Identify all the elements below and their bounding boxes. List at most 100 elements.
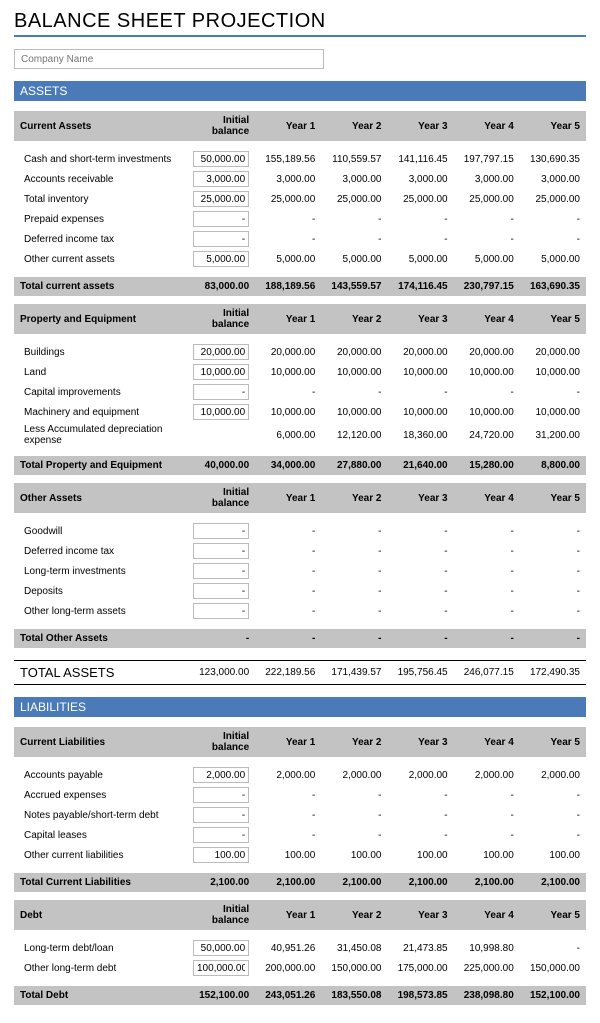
cell-value: - [454,805,520,825]
value-input[interactable] [193,767,249,783]
table-row: Prepaid expenses----- [14,209,586,229]
value-input[interactable] [193,960,249,976]
total-value: 174,116.45 [387,277,453,296]
row-label: Land [14,362,189,382]
value-input[interactable] [193,787,249,803]
cell-value: 25,000.00 [255,189,321,209]
value-input[interactable] [193,583,249,599]
total-value: 2,100.00 [321,873,387,892]
total-assets-val: 246,077.15 [454,661,520,684]
cell-value: - [454,209,520,229]
column-header: Year 5 [520,304,586,334]
value-input[interactable] [193,523,249,539]
group-total: Total Current Liabilities2,100.002,100.0… [14,873,586,892]
column-header: Year 2 [321,111,387,141]
group-header: Current AssetsInitial balanceYear 1Year … [14,111,586,141]
cell-value: 3,000.00 [387,169,453,189]
value-input[interactable] [193,603,249,619]
cell-value: 25,000.00 [520,189,586,209]
company-name-input[interactable] [14,49,324,69]
value-input[interactable] [193,251,249,267]
cell-value: - [520,561,586,581]
value-input[interactable] [193,191,249,207]
value-input[interactable] [193,404,249,420]
cell-value: 100.00 [255,845,321,865]
total-value: 183,550.08 [321,986,387,1005]
value-input[interactable] [193,211,249,227]
total-value: - [454,629,520,648]
table-row: Total inventory25,000.0025,000.0025,000.… [14,189,586,209]
cell-value: 10,998.80 [454,938,520,958]
column-header: Year 1 [255,727,321,757]
table-row: Land10,000.0010,000.0010,000.0010,000.00… [14,362,586,382]
value-input[interactable] [193,231,249,247]
value-input[interactable] [193,364,249,380]
cell-value: - [255,521,321,541]
cell-value: - [387,561,453,581]
column-header: Year 4 [454,727,520,757]
value-input[interactable] [193,151,249,167]
column-header: Year 4 [454,483,520,513]
cell-value: 200,000.00 [255,958,321,978]
column-header: Year 5 [520,727,586,757]
cell-value: 2,000.00 [454,765,520,785]
cell-value: - [387,805,453,825]
column-header: Year 3 [387,483,453,513]
total-value: 143,559.57 [321,277,387,296]
column-header: Year 2 [321,727,387,757]
row-label: Other long-term debt [14,958,189,978]
cell-value: - [387,209,453,229]
cell-value: 150,000.00 [321,958,387,978]
cell-value: - [321,601,387,621]
total-assets-val: 123,000.00 [189,661,255,684]
value-input[interactable] [193,344,249,360]
cell-value: 10,000.00 [454,402,520,422]
cell-value: - [255,229,321,249]
total-value: - [387,629,453,648]
total-label: Total Property and Equipment [14,456,189,475]
group-header: Current LiabilitiesInitial balanceYear 1… [14,727,586,757]
value-input[interactable] [193,543,249,559]
cell-value: - [255,805,321,825]
row-label: Long-term investments [14,561,189,581]
value-input[interactable] [193,940,249,956]
total-label: Total Current Liabilities [14,873,189,892]
value-input[interactable] [193,384,249,400]
cell-value: - [454,561,520,581]
row-label: Other current liabilities [14,845,189,865]
row-label: Accrued expenses [14,785,189,805]
cell-value: 20,000.00 [387,342,453,362]
total-value: 83,000.00 [189,277,255,296]
cell-value: 10,000.00 [520,362,586,382]
cell-value: 175,000.00 [387,958,453,978]
cell-value: 150,000.00 [520,958,586,978]
group-header: Other AssetsInitial balanceYear 1Year 2Y… [14,483,586,513]
cell-value: 110,559.57 [321,149,387,169]
column-header: Year 3 [387,727,453,757]
table-row: Goodwill----- [14,521,586,541]
row-label: Other long-term assets [14,601,189,621]
cell-value: 155,189.56 [255,149,321,169]
table-row: Machinery and equipment10,000.0010,000.0… [14,402,586,422]
cell-value: 2,000.00 [255,765,321,785]
cell-value: - [321,581,387,601]
value-input[interactable] [193,563,249,579]
cell-value: - [520,541,586,561]
column-header: Year 5 [520,483,586,513]
cell-value: - [520,581,586,601]
cell-value: - [321,541,387,561]
cell-value: - [255,785,321,805]
cell-value: - [387,521,453,541]
value-input[interactable] [193,827,249,843]
total-value: 8,800.00 [520,456,586,475]
total-value: 15,280.00 [454,456,520,475]
cell-value: 24,720.00 [454,422,520,448]
cell-value: - [321,209,387,229]
cell-value: - [454,581,520,601]
value-input[interactable] [193,847,249,863]
cell-value: 6,000.00 [255,422,321,448]
value-input[interactable] [193,807,249,823]
value-input[interactable] [193,171,249,187]
total-label: Total Other Assets [14,629,189,648]
cell-value: 10,000.00 [321,362,387,382]
